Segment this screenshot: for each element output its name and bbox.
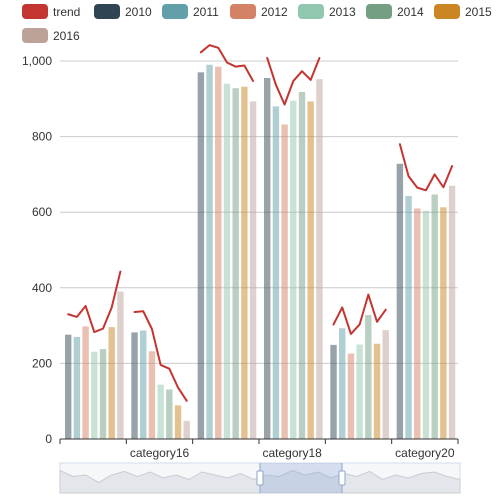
bar-2012-category17[interactable]	[215, 66, 222, 440]
bar-2010-category15[interactable]	[65, 334, 72, 439]
bar-2011-category18[interactable]	[272, 106, 280, 440]
legend-item-2010[interactable]: 2010	[94, 4, 152, 19]
bar-2010-category20[interactable]	[396, 163, 404, 439]
bar-2011-category16[interactable]	[140, 330, 147, 439]
trend-line-category18[interactable]	[266, 56, 321, 106]
bar-2011-category19[interactable]	[339, 328, 346, 439]
legend-item-2011[interactable]: 2011	[162, 4, 219, 19]
y-tick-label: 800	[32, 130, 52, 144]
bar-2015-category18[interactable]	[307, 101, 314, 439]
zoom-selected-range[interactable]	[260, 463, 342, 493]
bar-2010-category19[interactable]	[330, 344, 337, 439]
legend-swatch	[366, 4, 392, 19]
x-tick-label: category18	[262, 446, 322, 460]
bar-2016-category20[interactable]	[448, 185, 456, 439]
bar-2013-category18[interactable]	[290, 100, 297, 439]
bar-2015-category20[interactable]	[440, 207, 447, 439]
legend-item-trend[interactable]: trend	[22, 4, 80, 19]
trend-line-category15[interactable]	[67, 270, 122, 334]
legend-label: 2014	[397, 5, 424, 19]
bar-2015-category17[interactable]	[241, 86, 248, 439]
bar-2012-category20[interactable]	[414, 208, 421, 439]
bar-2015-category19[interactable]	[373, 343, 381, 439]
legend-item-2014[interactable]: 2014	[366, 4, 424, 19]
bar-2013-category15[interactable]	[91, 351, 98, 439]
legend-item-2012[interactable]: 2012	[230, 4, 288, 19]
bar-2016-category15[interactable]	[117, 291, 124, 439]
legend-item-2016[interactable]: 2016	[22, 28, 80, 43]
bar-2011-category17[interactable]	[206, 64, 213, 439]
bar-2014-category15[interactable]	[99, 349, 107, 439]
x-tick-label: category16	[130, 446, 190, 460]
y-tick-label: 0	[45, 432, 52, 446]
bar-2011-category15[interactable]	[73, 336, 81, 439]
legend-swatch	[230, 4, 256, 19]
legend-label: 2012	[261, 5, 288, 19]
bar-2014-category20[interactable]	[431, 194, 438, 439]
legend-label: trend	[53, 5, 80, 19]
zoom-handle-end[interactable]	[338, 470, 346, 486]
y-tick-label: 200	[32, 356, 52, 370]
legend-swatch	[94, 4, 120, 19]
bar-2015-category15[interactable]	[108, 327, 115, 439]
bar-2014-category19[interactable]	[365, 315, 372, 439]
bar-2014-category18[interactable]	[298, 92, 306, 439]
legend-swatch	[298, 4, 324, 19]
legend-item-2015[interactable]: 2015	[434, 4, 492, 19]
bar-2014-category17[interactable]	[232, 88, 239, 439]
bar-2012-category18[interactable]	[281, 124, 288, 440]
trend-series	[67, 44, 454, 402]
bar-2014-category16[interactable]	[166, 389, 173, 439]
bar-2012-category19[interactable]	[347, 353, 355, 439]
zoom-handle-start[interactable]	[256, 470, 264, 486]
y-tick-label: 600	[32, 205, 52, 219]
legend-label: 2013	[329, 5, 356, 19]
y-tick-label: 400	[32, 281, 52, 295]
trend-line-category19[interactable]	[332, 293, 387, 335]
legend-swatch	[162, 4, 188, 19]
legend-label: 2015	[465, 5, 492, 19]
x-tick-label: category20	[395, 446, 455, 460]
bars	[65, 64, 456, 440]
bar-2012-category16[interactable]	[148, 351, 156, 439]
legend-item-2013[interactable]: 2013	[298, 4, 356, 19]
bar-2010-category16[interactable]	[131, 332, 138, 439]
data-zoom-slider[interactable]	[59, 462, 461, 494]
bar-2012-category15[interactable]	[82, 326, 89, 439]
bar-2010-category18[interactable]	[264, 78, 271, 439]
trend-line-category17[interactable]	[199, 44, 255, 83]
bar-2010-category17[interactable]	[197, 72, 205, 439]
bar-2011-category20[interactable]	[405, 195, 412, 439]
bar-2013-category16[interactable]	[157, 384, 164, 439]
legend: trend 2010 2011 2012 2013 2014 2015 2016	[22, 4, 492, 43]
trend-line-category20[interactable]	[398, 143, 454, 192]
bar-2013-category19[interactable]	[356, 344, 363, 440]
bar-2016-category17[interactable]	[249, 101, 257, 439]
bar-2013-category17[interactable]	[223, 83, 231, 440]
bar-2016-category18[interactable]	[316, 79, 323, 439]
bar-2013-category20[interactable]	[422, 210, 430, 439]
bar-2016-category16[interactable]	[183, 420, 190, 439]
y-tick-label: 1,000	[22, 54, 52, 68]
legend-label: 2010	[125, 5, 152, 19]
bar-2016-category19[interactable]	[382, 330, 389, 439]
legend-swatch	[22, 28, 48, 43]
legend-swatch	[22, 4, 48, 19]
bar-2015-category16[interactable]	[174, 405, 182, 439]
trend-line-category16[interactable]	[133, 310, 188, 402]
legend-label: 2011	[193, 5, 219, 19]
legend-swatch	[434, 4, 460, 19]
legend-label: 2016	[53, 29, 80, 43]
